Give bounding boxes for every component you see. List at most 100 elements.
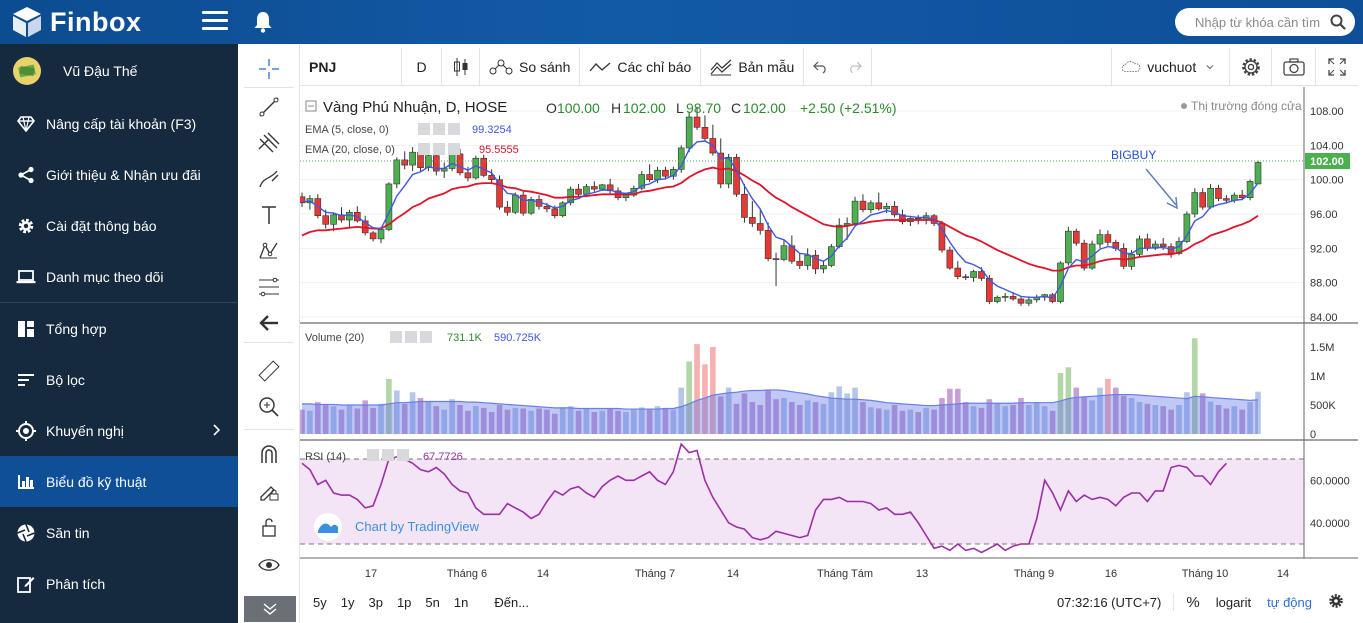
redo-button[interactable]: [838, 47, 873, 86]
price-chart-svg[interactable]: 108.00 104.00 100.00 96.00 92.00 88.00 84.00 1.…: [300, 87, 1358, 587]
candle-body: [954, 267, 962, 277]
gear-icon: [16, 216, 36, 236]
chart-style-button[interactable]: [442, 47, 480, 86]
candle-body: [377, 229, 385, 240]
candle-body: [796, 260, 804, 266]
share-icon: [16, 165, 36, 185]
volume-bar: [433, 406, 440, 434]
sidebar-item-filter[interactable]: Bộ lọc: [0, 354, 238, 405]
ema20-legend-value: 95.5555: [479, 144, 519, 156]
compare-icon: [489, 59, 513, 74]
rsi-legend-label[interactable]: RSI (14): [305, 451, 346, 463]
sidebar-item-recommendation[interactable]: Khuyến nghị: [0, 405, 238, 456]
templates-button[interactable]: Bản mẫu: [701, 47, 805, 86]
search-input[interactable]: [1195, 14, 1320, 30]
pattern-icon[interactable]: [252, 236, 286, 266]
search-icon[interactable]: [1330, 14, 1346, 30]
chevron-down-icon: [1206, 64, 1214, 69]
candle: [883, 202, 890, 214]
chart-settings-button[interactable]: [1320, 593, 1352, 612]
ruler-icon[interactable]: [252, 356, 286, 386]
magnet-icon[interactable]: [252, 440, 286, 470]
sidebar-item-news-hunt[interactable]: Săn tin: [0, 507, 238, 558]
candle: [401, 151, 409, 170]
ema20-legend-label[interactable]: EMA (20, close, 0): [305, 144, 395, 156]
bottom-bar: 5y 1y 3p 1p 5n 1n Đến... 07:32:16 (UTC+7…: [300, 587, 1358, 617]
timeframe-1d[interactable]: 1n: [453, 594, 469, 610]
volume-bar: [670, 409, 677, 434]
volume-legend-controls[interactable]: [390, 331, 432, 343]
ema5-legend-label[interactable]: EMA (5, close, 0): [305, 124, 389, 136]
indicators-button[interactable]: Các chỉ báo: [580, 47, 702, 86]
sidebar-item-referral[interactable]: Giới thiệu & Nhận ưu đãi: [0, 149, 238, 200]
volume-bar: [1160, 406, 1166, 434]
sidebar-item-upgrade[interactable]: Nâng cấp tài khoản (F3): [0, 98, 238, 149]
candle: [701, 115, 709, 142]
eye-icon[interactable]: [252, 550, 286, 580]
zoom-in-icon[interactable]: [252, 392, 286, 422]
brush-icon[interactable]: [252, 164, 286, 194]
cloud-layout-selector[interactable]: vuchuot: [1112, 47, 1230, 86]
screenshot-button[interactable]: [1272, 47, 1316, 86]
candle: [575, 183, 582, 197]
fullscreen-button[interactable]: [1316, 48, 1358, 86]
timeframe-5d[interactable]: 5n: [425, 594, 440, 610]
sidebar-item-overview[interactable]: Tổng hợp: [0, 303, 238, 354]
hamburger-menu-icon[interactable]: [202, 11, 228, 33]
volume-bar: [733, 403, 740, 434]
market-status-dot: [1181, 103, 1187, 109]
trend-line-icon[interactable]: [252, 92, 286, 122]
percent-scale-button[interactable]: %: [1186, 593, 1200, 611]
pitchfork-icon[interactable]: [252, 128, 286, 158]
legend-eye-icon[interactable]: [418, 123, 460, 135]
candle-body: [598, 184, 606, 190]
crosshair-icon[interactable]: [252, 54, 286, 84]
timeframe-3m[interactable]: 3p: [368, 594, 383, 610]
compare-button[interactable]: So sánh: [480, 47, 581, 86]
volume-bar: [638, 407, 645, 434]
lock-pencil-icon[interactable]: [252, 476, 286, 506]
arrow-left-icon[interactable]: [252, 308, 286, 338]
volume-legend-label[interactable]: Volume (20): [305, 332, 364, 344]
candle-body: [338, 214, 345, 221]
interval-selector[interactable]: D: [402, 47, 442, 86]
sidebar-item-notification-settings[interactable]: Cài đặt thông báo: [0, 200, 238, 251]
user-profile[interactable]: Vũ Đậu Thế: [0, 44, 238, 98]
candle: [780, 239, 788, 262]
search-box[interactable]: [1175, 8, 1355, 36]
candle: [646, 164, 653, 183]
ema20-line: [301, 166, 1259, 272]
dashboard-icon: [16, 319, 36, 339]
tradingview-watermark[interactable]: Chart by TradingView: [355, 519, 480, 534]
settings-button[interactable]: [1230, 47, 1272, 86]
timeframe-5y[interactable]: 5y: [313, 594, 327, 610]
volume-bar: [1239, 409, 1245, 434]
bigbuy-annotation[interactable]: BIGBUY: [1111, 148, 1156, 162]
timeframe-1m[interactable]: 1p: [396, 594, 412, 610]
sidebar-item-analysis[interactable]: Phân tích: [0, 558, 238, 609]
sidebar-item-technical-chart[interactable]: Biểu đồ kỹ thuật: [0, 456, 238, 507]
legend-settings-icon[interactable]: [418, 143, 460, 155]
symbol-search[interactable]: PNJ: [300, 47, 402, 86]
goto-date-button[interactable]: Đến...: [494, 594, 530, 610]
log-scale-button[interactable]: logarit: [1215, 594, 1252, 610]
volume-bar: [346, 405, 353, 434]
sidebar-item-watchlist[interactable]: Danh mục theo dõi: [0, 251, 238, 302]
candle: [685, 112, 693, 153]
fib-retracement-icon[interactable]: [252, 272, 286, 302]
auto-scale-button[interactable]: tự động: [1267, 594, 1312, 610]
candle-body: [1254, 162, 1262, 185]
candle-body: [1128, 254, 1135, 267]
bell-icon[interactable]: [252, 10, 274, 34]
lock-icon[interactable]: [252, 512, 286, 542]
rsi-legend-controls[interactable]: [367, 449, 409, 461]
chevron-right-icon: [213, 424, 220, 436]
undo-button[interactable]: [804, 48, 838, 86]
candle-body: [946, 249, 954, 269]
finbox-logo[interactable]: Finbox: [10, 5, 142, 39]
collapse-legend-icon[interactable]: [305, 100, 317, 112]
chart-area[interactable]: 108.00 104.00 100.00 96.00 92.00 88.00 84.00 1.…: [300, 87, 1358, 587]
timeframe-1y[interactable]: 1y: [340, 594, 355, 610]
collapse-toolbar-button[interactable]: [244, 596, 296, 622]
text-tool-icon[interactable]: [252, 200, 286, 230]
